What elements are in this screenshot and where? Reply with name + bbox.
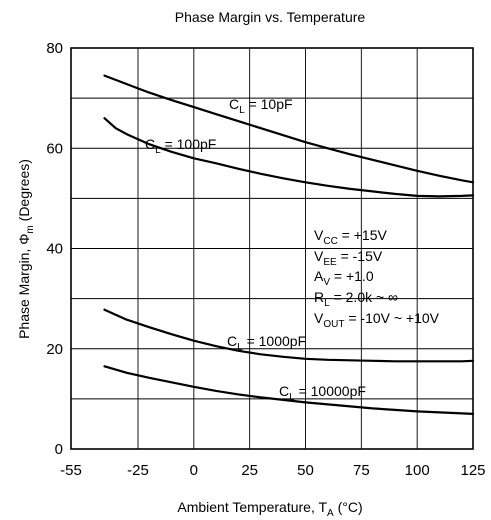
test-conditions: VCC = +15V VEE = -15V AV = +1.0 RL = 2.0… [314,227,440,330]
x-tick-labels: -55 -25 0 25 50 75 100 125 [60,462,485,479]
curve-label-10pf: CL = 10pF [229,96,293,116]
curve-label-100pf: CL = 100pF [145,136,216,156]
series-lines [103,74,475,415]
x-tick-label: -25 [127,462,149,479]
condition-rl: RL = 2.0k ~ ∞ [314,289,398,309]
condition-vout: VOUT = -10V ~ +10V [314,310,440,330]
x-axis-label: Ambient Temperature, TA (°C) [177,499,362,519]
grid-lines [71,48,473,449]
curve-label-1000pf: CL = 1000pF [227,333,306,353]
x-tick-label: 75 [353,462,370,479]
plot-frame [70,47,474,450]
series-line-1 [103,117,475,198]
series-line-3 [103,365,475,415]
y-tick-labels: 0 20 40 60 80 [46,40,63,458]
curve-label-10000pf: CL = 10000pF [279,383,366,403]
x-tick-label: 25 [241,462,258,479]
y-tick-label: 20 [46,341,63,358]
y-axis-label: Phase Margin, Φm (Degrees) [16,159,36,339]
series-line-2 [103,308,475,363]
y-tick-label: 40 [46,241,63,258]
condition-vee: VEE = -15V [314,248,383,268]
series-line-0 [103,74,475,184]
x-tick-label: 100 [405,462,430,479]
condition-av: AV = +1.0 [314,268,374,288]
x-tick-label: 125 [460,462,485,479]
y-tick-label: 60 [46,140,63,157]
x-tick-label: -55 [60,462,82,479]
x-tick-label: 50 [297,462,314,479]
chart-title: Phase Margin vs. Temperature [175,9,366,25]
x-tick-label: 0 [190,462,198,479]
y-tick-label: 0 [55,441,63,458]
condition-vcc: VCC = +15V [314,227,388,247]
y-tick-label: 80 [46,40,63,57]
